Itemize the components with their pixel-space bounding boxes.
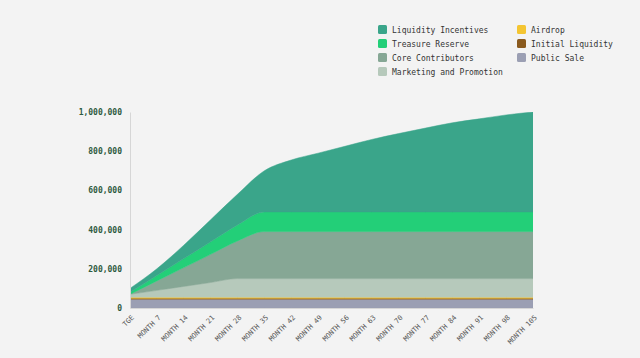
x-tick-label: TGE xyxy=(121,314,136,329)
x-axis-line xyxy=(131,308,534,309)
y-tick: 1,000,000 xyxy=(79,108,130,117)
legend-label: Initial Liquidity xyxy=(531,40,613,49)
legend-item: Airdrop xyxy=(517,25,565,35)
x-tick: MONTH 42 xyxy=(268,308,297,343)
x-tick: MONTH 7 xyxy=(136,308,163,340)
legend-swatch xyxy=(517,53,526,62)
legend-item: Treasure Reserve xyxy=(378,39,469,49)
legend-swatch xyxy=(517,25,526,34)
areas xyxy=(130,112,533,308)
x-tick: MONTH 63 xyxy=(348,308,377,343)
x-tick: MONTH 91 xyxy=(456,308,485,343)
x-tick-label: MONTH 84 xyxy=(429,314,458,343)
y-tick: 200,000 xyxy=(88,265,130,274)
x-tick-label: MONTH 49 xyxy=(294,314,323,343)
legend-label: Public Sale xyxy=(531,54,584,63)
x-tick: MONTH 98 xyxy=(483,308,512,343)
x-tick: MONTH 21 xyxy=(187,308,216,343)
y-tick-label: 600,000 xyxy=(88,186,122,195)
x-tick-label: MONTH 35 xyxy=(241,314,270,343)
x-tick-label: MONTH 14 xyxy=(160,314,189,343)
y-tick: 400,000 xyxy=(88,226,130,235)
legend-item: Marketing and Promotion xyxy=(378,67,503,77)
x-tick-label: MONTH 42 xyxy=(268,314,297,343)
y-tick: 800,000 xyxy=(88,147,130,156)
plot: 0 200,000 400,000 600,000 800,000 1,000,000 TG… xyxy=(79,108,539,346)
chart: 0 200,000 400,000 600,000 800,000 1,000,000 TG… xyxy=(0,0,640,358)
area xyxy=(130,299,533,308)
legend-swatch xyxy=(378,53,387,62)
legend-item: Initial Liquidity xyxy=(517,39,613,49)
legend-item: Public Sale xyxy=(517,53,584,63)
legend-label: Core Contributors xyxy=(392,54,474,63)
x-tick-label: MONTH 28 xyxy=(214,314,243,343)
x-tick: MONTH 84 xyxy=(429,308,458,343)
legend-swatch xyxy=(378,67,387,76)
y-tick-label: 0 xyxy=(117,304,122,313)
x-tick: MONTH 14 xyxy=(160,308,189,343)
y-tick-label: 800,000 xyxy=(88,147,122,156)
y-tick-label: 400,000 xyxy=(88,226,122,235)
area xyxy=(130,112,533,292)
y-tick-label: 1,000,000 xyxy=(79,108,123,117)
legend-swatch xyxy=(378,39,387,48)
x-tick-label: MONTH 7 xyxy=(136,314,163,341)
x-tick: MONTH 56 xyxy=(321,308,350,343)
legend-label: Airdrop xyxy=(531,26,565,35)
y-tick: 600,000 xyxy=(88,186,130,195)
area xyxy=(130,298,533,300)
x-tick: MONTH 77 xyxy=(402,308,431,343)
y-axis: 0 200,000 400,000 600,000 800,000 1,000,000 xyxy=(79,108,131,313)
x-tick-label: MONTH 56 xyxy=(321,314,350,343)
x-tick-label: MONTH 105 xyxy=(506,314,538,346)
legend-swatch xyxy=(378,25,387,34)
x-tick: MONTH 105 xyxy=(506,308,538,346)
x-tick-label: MONTH 21 xyxy=(187,314,216,343)
x-tick-label: MONTH 70 xyxy=(375,314,404,343)
x-tick: TGE xyxy=(121,308,136,328)
legend-label: Liquidity Incentives xyxy=(392,26,489,35)
x-tick-label: MONTH 77 xyxy=(402,314,431,343)
y-tick-label: 200,000 xyxy=(88,265,122,274)
legend-label: Treasure Reserve xyxy=(392,40,469,49)
x-tick: MONTH 49 xyxy=(294,308,323,343)
x-tick: MONTH 35 xyxy=(241,308,270,343)
x-tick-label: MONTH 63 xyxy=(348,314,377,343)
legend-item: Core Contributors xyxy=(378,53,474,63)
legend-item: Liquidity Incentives xyxy=(378,25,489,35)
x-tick: MONTH 70 xyxy=(375,308,404,343)
y-axis-line xyxy=(130,113,131,309)
x-axis: TGEMONTH 7MONTH 14MONTH 21MONTH 28MONTH … xyxy=(121,308,539,346)
legend-label: Marketing and Promotion xyxy=(392,68,503,77)
x-tick-label: MONTH 91 xyxy=(456,314,485,343)
y-tick: 0 xyxy=(117,304,130,313)
legend: Liquidity Incentives Treasure Reserve Core… xyxy=(378,25,613,77)
legend-swatch xyxy=(517,39,526,48)
x-tick: MONTH 28 xyxy=(214,308,243,343)
